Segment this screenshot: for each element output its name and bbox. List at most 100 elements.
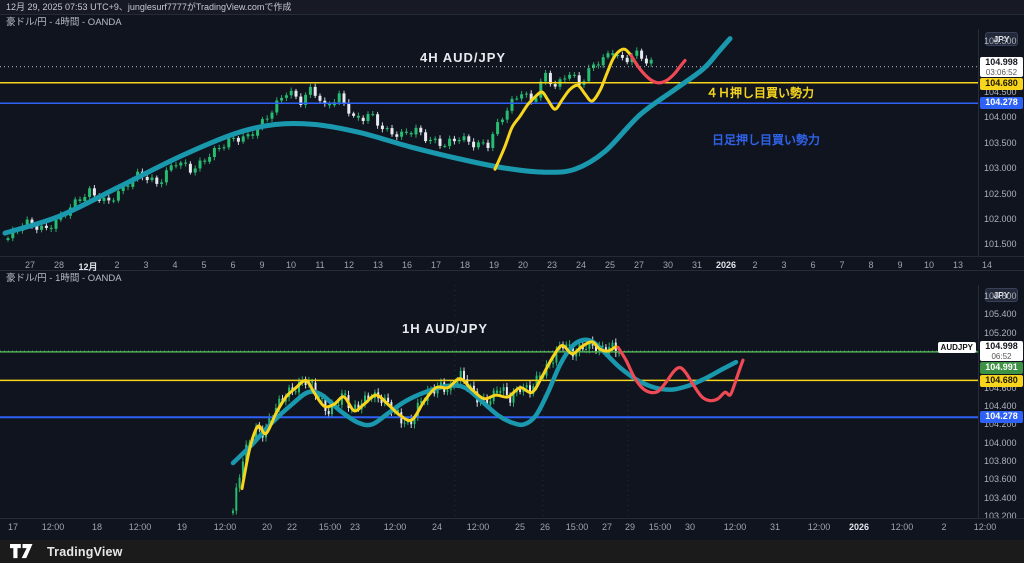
- time-tick: 2026: [848, 522, 870, 532]
- time-tick: 31: [691, 260, 703, 270]
- time-tick: 12:00: [383, 522, 407, 532]
- time-tick: 17: [7, 522, 19, 532]
- time-tick: 6: [810, 260, 816, 270]
- time-tick: 15:00: [648, 522, 672, 532]
- curve-price-path-yellow[interactable]: [493, 47, 633, 171]
- chart-canvas-1h[interactable]: 1H AUD/JPY AUDJPY: [0, 285, 978, 518]
- price-label-104.991: 104.991: [980, 362, 1023, 374]
- curve-trend-wave[interactable]: [2, 36, 733, 236]
- time-tick: 18: [91, 522, 103, 532]
- time-tick: 12月: [78, 262, 98, 272]
- time-tick: 27: [24, 260, 36, 270]
- time-tick: 9: [259, 260, 265, 270]
- symbol-header-4h: 豪ドル/円 - 4時間 - OANDA: [0, 15, 122, 29]
- time-tick: 15:00: [565, 522, 589, 532]
- time-tick: 20: [261, 522, 273, 532]
- curve-trend-wave[interactable]: [230, 337, 739, 466]
- time-tick: 20: [517, 260, 529, 270]
- drawing-text-4h-pullback-daily[interactable]: 日足押し目買い勢力: [712, 133, 821, 147]
- time-tick: 30: [684, 522, 696, 532]
- price-tick: 104.600: [984, 383, 1017, 393]
- price-label-104.998: 104.998 06:52: [980, 341, 1023, 361]
- time-tick: 26: [539, 522, 551, 532]
- curve-projection-red[interactable]: [629, 53, 687, 85]
- chart-panel-4h[interactable]: 豪ドル/円 - 4時間 - OANDA 4H AUD/JPY ４Ｈ押し目買い勢力日…: [0, 14, 1024, 272]
- time-tick: 3: [143, 260, 149, 270]
- time-tick: 2026: [715, 260, 737, 270]
- price-tick: 105.200: [984, 328, 1017, 338]
- price-tick: 104.400: [984, 401, 1017, 411]
- time-tick: 28: [53, 260, 65, 270]
- candlestick-series: [6, 47, 653, 242]
- time-tick: 19: [176, 522, 188, 532]
- time-tick: 24: [575, 260, 587, 270]
- tradingview-logo-icon[interactable]: [10, 544, 40, 559]
- price-label-104.278: 104.278: [980, 97, 1023, 109]
- time-tick: 15:00: [318, 522, 342, 532]
- time-axis-1h[interactable]: 17 12:00 18 12:00 19 12:00 20 22 15:00 23 12:00 24 1…: [0, 518, 1024, 535]
- price-label-104.278: 104.278: [980, 411, 1023, 423]
- time-tick: 24: [431, 522, 443, 532]
- attribution-bar: 12月 29, 2025 07:53 UTC+9、junglesurf7777が…: [0, 0, 1024, 14]
- chart-canvas-4h[interactable]: 4H AUD/JPY ４Ｈ押し目買い勢力日足押し目買い勢力: [0, 29, 978, 256]
- price-tick: 102.000: [984, 214, 1017, 224]
- drawing-text-4h-title[interactable]: 4H AUD/JPY: [420, 50, 507, 65]
- time-tick: 27: [633, 260, 645, 270]
- time-tick: 7: [839, 260, 845, 270]
- time-tick: 6: [230, 260, 236, 270]
- curve-price-path-yellow[interactable]: [240, 340, 618, 491]
- currency-button-1h[interactable]: JPY: [985, 288, 1018, 302]
- price-tick: 103.500: [984, 138, 1017, 148]
- drawing-text-4h-pullback-4h[interactable]: ４Ｈ押し目買い勢力: [706, 86, 815, 100]
- price-tick: 104.000: [984, 112, 1017, 122]
- level-lines: [0, 350, 978, 419]
- price-chart-svg-1H: [0, 285, 978, 518]
- time-tick: 10: [285, 260, 297, 270]
- price-tick: 105.400: [984, 309, 1017, 319]
- time-tick: 23: [546, 260, 558, 270]
- time-tick: 18: [459, 260, 471, 270]
- price-tick: 105.600: [984, 291, 1017, 301]
- currency-button-4h[interactable]: JPY: [985, 32, 1018, 46]
- time-tick: 2: [752, 260, 758, 270]
- time-tick: 12:00: [807, 522, 831, 532]
- price-tick: 103.400: [984, 493, 1017, 503]
- time-tick: 9: [897, 260, 903, 270]
- price-tick: 101.500: [984, 239, 1017, 249]
- price-axis-4h[interactable]: JPY 105.500105.000104.500104.000103.5001…: [978, 29, 1024, 256]
- time-tick: 30: [662, 260, 674, 270]
- time-tick: 14: [981, 260, 993, 270]
- footer-bar: TradingView: [0, 540, 1024, 563]
- time-tick: 12:00: [213, 522, 237, 532]
- time-tick: 11: [315, 260, 325, 270]
- price-label-104.998: 104.998 03:06:52: [980, 57, 1023, 77]
- time-tick: 12:00: [41, 522, 65, 532]
- time-axis-4h[interactable]: 27 28 12月 2 3 4 5 6 9 10 11 12 13 16 17 18 19 20 23 24 25 27 3…: [0, 256, 1024, 272]
- time-tick: 17: [430, 260, 442, 270]
- symbol-header-1h: 豪ドル/円 - 1時間 - OANDA: [0, 271, 122, 285]
- price-chart-svg-4H: [0, 36, 978, 242]
- tradingview-wordmark[interactable]: TradingView: [47, 544, 123, 559]
- price-tick: 103.600: [984, 474, 1017, 484]
- price-tick: 103.200: [984, 511, 1017, 521]
- time-tick: 12:00: [890, 522, 914, 532]
- curve-projection-red[interactable]: [616, 345, 745, 403]
- price-tick: 104.200: [984, 419, 1017, 429]
- time-tick: 13: [372, 260, 384, 270]
- price-axis-1h[interactable]: JPY 105.600105.400105.200105.000104.8001…: [978, 285, 1024, 521]
- chart-panel-1h[interactable]: 豪ドル/円 - 1時間 - OANDA 1H AUD/JPY AUDJPY JPY…: [0, 270, 1024, 540]
- level-lines: [0, 66, 978, 104]
- time-tick: 12:00: [128, 522, 152, 532]
- price-label-104.680: 104.680: [980, 375, 1023, 387]
- time-tick: 8: [868, 260, 874, 270]
- time-tick: 31: [769, 522, 781, 532]
- symbol-header-4h-text: 豪ドル/円 - 4時間 - OANDA: [6, 17, 122, 28]
- drawing-text-1h-title[interactable]: 1H AUD/JPY: [402, 321, 489, 336]
- time-tick: 19: [488, 260, 500, 270]
- time-tick: 10: [923, 260, 935, 270]
- price-tick: 103.800: [984, 456, 1017, 466]
- time-tick: 12: [343, 260, 355, 270]
- price-tick: 104.500: [984, 87, 1017, 97]
- time-tick: 12:00: [973, 522, 997, 532]
- time-tick: 5: [201, 260, 207, 270]
